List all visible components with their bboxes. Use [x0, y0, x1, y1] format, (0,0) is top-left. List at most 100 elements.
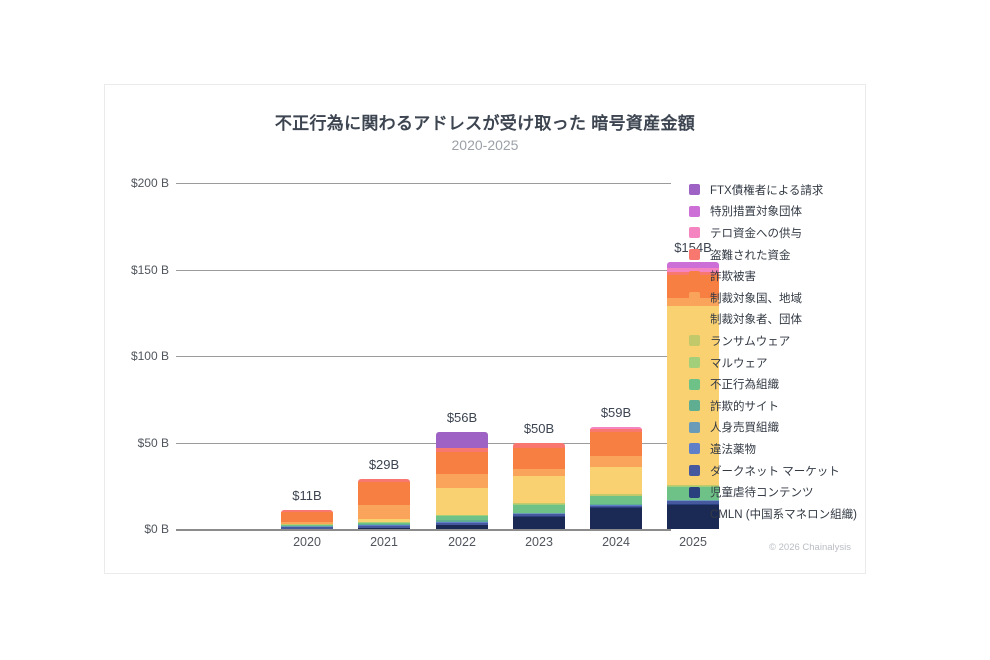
bar-segment [513, 504, 565, 513]
legend-label: 特別措置対象団体 [710, 206, 802, 219]
x-axis-tick-label: 2025 [679, 535, 707, 549]
bar-segment [513, 503, 565, 505]
legend-swatch-icon [689, 357, 700, 369]
x-axis-tick-label: 2022 [448, 535, 476, 549]
bar-segment [513, 516, 565, 529]
bar-segment [590, 503, 642, 505]
bar-value-label: $11B [292, 487, 322, 503]
bar-segment [281, 523, 333, 525]
legend-item: マルウェア [689, 352, 861, 374]
legend-label: 不正行為組織 [710, 379, 779, 392]
copyright-text: © 2026 Chainalysis [769, 542, 851, 553]
gridline-200 [176, 183, 671, 184]
legend-item: CMLN (中国系マネロン組織) [689, 503, 861, 525]
bar-segment [281, 509, 333, 512]
bar-segment [590, 432, 642, 457]
bar-segment [281, 511, 333, 523]
bar-segment [358, 528, 410, 529]
legend-item: 違法薬物 [689, 438, 861, 460]
legend-label: ランサムウェア [710, 335, 791, 348]
bar-segment [590, 505, 642, 506]
bar-segment [667, 486, 719, 487]
bar-segment [436, 522, 488, 523]
legend-label: マルウェア [710, 357, 768, 370]
bar-segment [281, 524, 333, 525]
bar-segment [590, 495, 642, 497]
bar-segment [358, 482, 410, 505]
legend-swatch-icon [689, 270, 700, 282]
plot-area: $200 B $150 B $100 B $50 B $0 B $11B 2020 $29B 2… [131, 176, 719, 549]
legend-label: 制裁対象国、地域 [710, 292, 802, 305]
bar-segment [436, 525, 488, 529]
bar-segment [358, 521, 410, 523]
legend-swatch-icon [689, 313, 700, 325]
legend-swatch-icon [689, 486, 700, 498]
legend-label: FTX債権者による請求 [710, 184, 824, 197]
legend-item: ランサムウェア [689, 330, 861, 352]
bar-segment [436, 520, 488, 522]
legend-item: 不正行為組織 [689, 373, 861, 395]
bar-segment [358, 504, 410, 519]
bar-segment [358, 518, 410, 522]
legend-swatch-icon [689, 292, 700, 304]
legend-item: ダークネット マーケット [689, 460, 861, 482]
legend-swatch-icon [689, 335, 700, 347]
bar-segment [590, 428, 642, 433]
gridline-100 [176, 356, 671, 357]
bar-segment [358, 522, 410, 525]
legend-swatch-icon [689, 443, 700, 455]
bar-value-label: $154B [674, 239, 712, 255]
bar-segment [590, 507, 642, 509]
bar-segment [358, 525, 410, 526]
x-axis-tick-label: 2023 [525, 535, 553, 549]
chart-subtitle: 2020-2025 [451, 137, 519, 153]
legend-swatch-icon [689, 508, 700, 520]
bar-segment [513, 513, 565, 515]
legend-item: 児童虐待コンテンツ [689, 481, 861, 503]
bar-segment [436, 515, 488, 521]
bar-segment [281, 522, 333, 524]
bar-segment [436, 522, 488, 526]
gridline-0 [176, 529, 671, 531]
legend-item: 詐欺的サイト [689, 395, 861, 417]
bar-segment [590, 466, 642, 495]
bar-value-label: $50B [523, 420, 555, 436]
bar-segment [436, 515, 488, 516]
bar-segment [513, 512, 565, 514]
bar-segment [436, 487, 488, 515]
bar-value-label: $56B [446, 410, 478, 426]
bar-segment [436, 432, 488, 448]
bar-value-label: $59B [600, 404, 632, 420]
legend-swatch-icon [689, 378, 700, 390]
legend-item: 人身売買組織 [689, 417, 861, 439]
bar-segment [590, 496, 642, 504]
legend-label: テロ資金への供与 [710, 227, 802, 240]
bar-stack-2024 [590, 426, 642, 529]
legend-label: 制裁対象者、団体 [710, 314, 802, 327]
legend-label: 盗難された資金 [710, 249, 791, 262]
bar-value-label: $29B [368, 456, 400, 472]
bar-segment [358, 478, 410, 483]
bar-segment [281, 527, 333, 529]
bar-segment [281, 526, 333, 528]
y-axis-tick-label: $100 B [130, 349, 169, 363]
legend-label: CMLN (中国系マネロン組織) [710, 508, 857, 521]
bar-stack-2022 [436, 432, 488, 529]
bar-segment [436, 448, 488, 453]
bar-segment [667, 274, 719, 299]
legend-label: 詐欺的サイト [710, 400, 779, 413]
bar-stack-2020 [281, 509, 333, 529]
legend-swatch-icon [689, 421, 700, 433]
bar-segment [436, 514, 488, 516]
legend-label: 児童虐待コンテンツ [710, 487, 814, 500]
gridline-150 [176, 269, 671, 271]
bar-segment [590, 456, 642, 467]
legend-item: 詐欺被害 [689, 265, 861, 287]
bar-segment [513, 476, 565, 504]
legend-swatch-icon [689, 249, 700, 261]
legend-item: 盗難された資金 [689, 244, 861, 266]
bar-segment [358, 525, 410, 529]
legend-label: 詐欺被害 [710, 271, 756, 284]
bar-segment [667, 484, 719, 487]
